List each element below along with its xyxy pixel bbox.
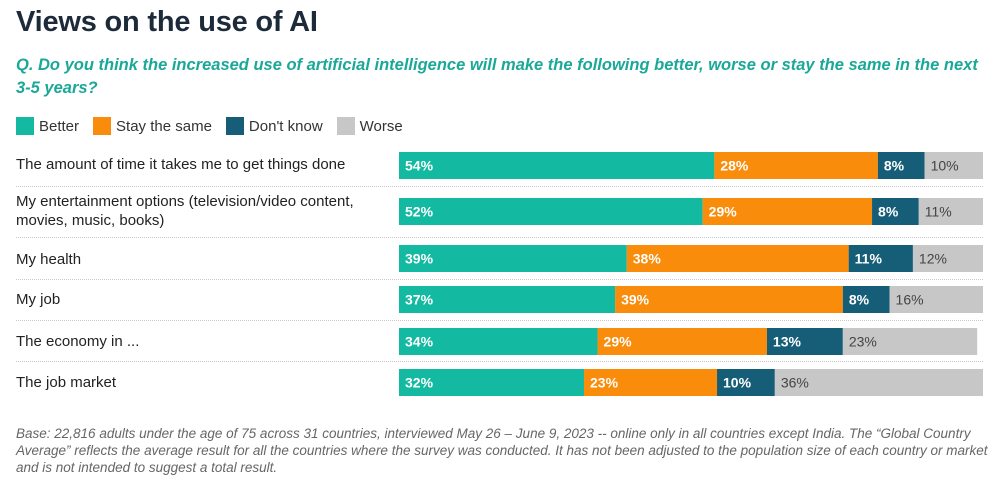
- category-label-my-job: My job: [16, 291, 61, 308]
- bar-better-row-3: [399, 245, 627, 272]
- data-label-worse-row-5: 23%: [849, 334, 877, 350]
- data-label-stay-the-same-row-5: 29%: [604, 334, 633, 350]
- bar-don-t-know-row-4: [842, 286, 890, 313]
- data-label-stay-the-same-row-2: 29%: [709, 204, 738, 220]
- bar-worse-row-1: [924, 152, 983, 179]
- legend-item-better: Better: [16, 117, 79, 135]
- data-label-stay-the-same-row-1: 28%: [720, 158, 749, 174]
- data-label-better-row-6: 32%: [405, 375, 434, 391]
- data-label-worse-row-6: 36%: [781, 375, 809, 391]
- data-label-better-row-2: 52%: [405, 204, 434, 220]
- data-label-don-t-know-row-4: 8%: [849, 292, 870, 308]
- bar-don-t-know-row-5: [766, 328, 843, 355]
- bar-don-t-know-row-1: [877, 152, 925, 179]
- data-label-don-t-know-row-3: 11%: [855, 251, 883, 267]
- bar-worse-row-2: [918, 198, 983, 225]
- legend-item-stay-the-same: Stay the same: [93, 117, 212, 135]
- row-separator: [16, 320, 983, 321]
- legend-item-worse: Worse: [336, 117, 403, 135]
- bar-don-t-know-row-2: [872, 198, 919, 225]
- row-separator: [16, 279, 983, 280]
- bar-don-t-know-row-6: [717, 369, 775, 396]
- row-separator: [16, 186, 983, 187]
- data-label-stay-the-same-row-6: 23%: [590, 375, 619, 391]
- bar-better-row-5: [399, 328, 598, 355]
- data-label-worse-row-1: 10%: [931, 158, 959, 174]
- data-label-stay-the-same-row-3: 38%: [633, 251, 662, 267]
- row-separator: [16, 237, 983, 238]
- data-label-better-row-5: 34%: [405, 334, 434, 350]
- data-label-don-t-know-row-2: 8%: [878, 204, 899, 220]
- legend-swatch-stay-the-same: [93, 117, 112, 135]
- bar-don-t-know-row-3: [848, 245, 913, 272]
- legend-label-better: Better: [39, 117, 80, 135]
- legend-label-dont-know: Don't know: [248, 117, 323, 135]
- bar-worse-row-6: [774, 369, 983, 396]
- legend-swatch-dont-know: [225, 117, 244, 135]
- category-label-economy: The economy in ...: [16, 333, 140, 350]
- data-label-better-row-1: 54%: [405, 158, 434, 174]
- row-separator: [16, 361, 983, 362]
- data-label-worse-row-2: 11%: [925, 204, 952, 220]
- data-label-better-row-4: 37%: [405, 292, 434, 308]
- data-label-worse-row-4: 16%: [896, 292, 924, 308]
- legend: Better Stay the same Don't know Worse: [16, 116, 417, 136]
- legend-item-dont-know: Don't know: [225, 117, 323, 135]
- category-label-entertainment-options: My entertainment options (television/vid…: [16, 193, 354, 229]
- data-label-don-t-know-row-1: 8%: [884, 158, 905, 174]
- bar-worse-row-3: [912, 245, 983, 272]
- legend-label-stay-the-same: Stay the same: [116, 117, 212, 135]
- bar-worse-row-4: [889, 286, 983, 313]
- category-label-job-market: The job market: [16, 374, 117, 391]
- bar-stay-the-same-row-6: [584, 369, 718, 396]
- bar-better-row-2: [399, 198, 703, 225]
- bar-stay-the-same-row-1: [714, 152, 878, 179]
- bar-better-row-4: [399, 286, 616, 313]
- survey-question: Q. Do you think the increased use of art…: [16, 56, 978, 97]
- data-label-don-t-know-row-6: 10%: [723, 375, 752, 391]
- data-label-stay-the-same-row-4: 39%: [621, 292, 650, 308]
- legend-label-worse: Worse: [359, 117, 403, 135]
- data-label-don-t-know-row-5: 13%: [773, 334, 802, 350]
- chart-title: Views on the use of AI: [16, 6, 318, 38]
- bar-stay-the-same-row-2: [702, 198, 873, 225]
- category-label-my-health: My health: [16, 251, 82, 268]
- legend-swatch-better: [16, 117, 34, 135]
- bar-worse-row-5: [842, 328, 978, 355]
- bar-better-row-1: [399, 152, 715, 179]
- category-label-time-to-get-things-done: The amount of time it takes me to get th…: [16, 156, 346, 173]
- legend-swatch-worse: [336, 117, 355, 135]
- data-label-worse-row-3: 12%: [919, 251, 947, 267]
- footnote: Base: 22,816 adults under the age of 75 …: [16, 426, 988, 475]
- data-label-better-row-3: 39%: [405, 251, 434, 267]
- bar-better-row-6: [399, 369, 585, 396]
- bar-stay-the-same-row-4: [615, 286, 843, 313]
- bar-stay-the-same-row-3: [626, 245, 849, 272]
- bar-stay-the-same-row-5: [597, 328, 767, 355]
